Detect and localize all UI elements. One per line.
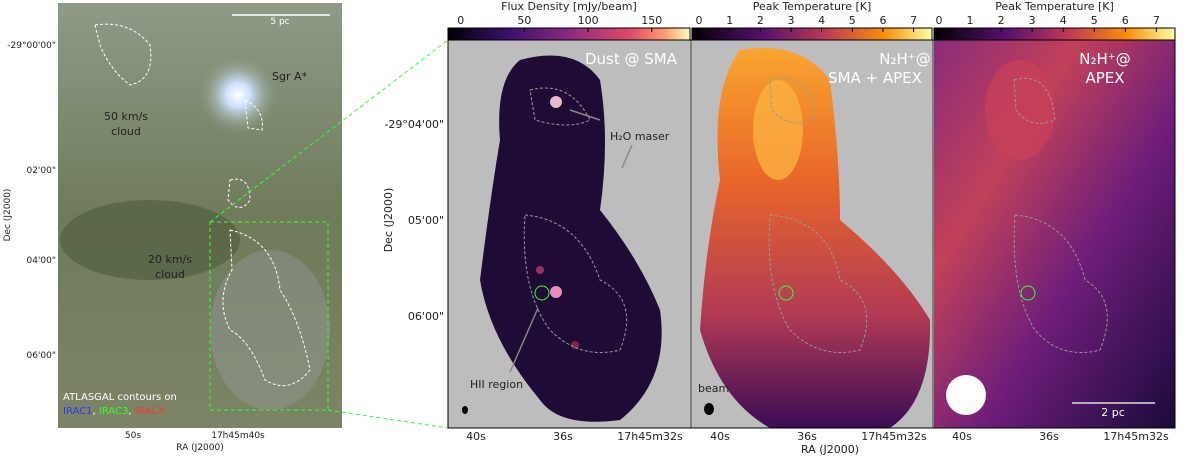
y-tick-label: 05'00" — [408, 214, 444, 227]
x-tick-label: 17h45m32s — [617, 430, 683, 443]
x-tick-label: 36s — [553, 430, 573, 443]
colorbar-tick-label: 0 — [696, 14, 703, 27]
y-tick-label: -29°00'00" — [7, 41, 56, 51]
scale-bar: 2 pc — [1101, 406, 1125, 419]
colorbar — [447, 27, 691, 41]
legend: ATLASGAL contours on — [63, 392, 177, 403]
x-tick-label: 36s — [1039, 430, 1059, 443]
x-tick-label: 17h45m40s — [211, 431, 265, 441]
x-tick-label: 50s — [125, 431, 141, 441]
colorbar-tick-label: 150 — [641, 14, 662, 27]
colorbar-tick-label: 0 — [457, 14, 464, 27]
colorbar — [933, 27, 1176, 41]
colorbar-tick-label: 1 — [726, 14, 733, 27]
scale-bar: 5 pc — [270, 17, 289, 27]
colorbar-tick-label: 5 — [1091, 14, 1098, 27]
x-tick-label: 36s — [797, 430, 817, 443]
y-tick-label: 04'00" — [26, 256, 56, 266]
x-tick-label: 40s — [710, 430, 730, 443]
annotation: H₂O maser — [610, 130, 670, 143]
cloud-label: cloud — [111, 125, 141, 138]
x-tick-label: 40s — [952, 430, 972, 443]
y-tick-label: 06'00" — [26, 351, 56, 361]
panel-label: N₂H⁺@ — [879, 50, 930, 68]
panel-label: N₂H⁺@ — [1079, 50, 1130, 68]
x-label: RA (J2000) — [801, 443, 859, 456]
legend-bands: IRAC1, IRAC3, IRAC4 — [63, 406, 164, 417]
y-label: Dec (J2000) — [3, 189, 13, 242]
colorbar-tick-label: 100 — [578, 14, 599, 27]
colorbar-tick-label: 6 — [879, 14, 886, 27]
panel-label: APEX — [1085, 69, 1124, 87]
colorbar-title: Peak Temperature [K] — [753, 0, 872, 13]
x-tick-label: 40s — [466, 430, 486, 443]
cloud-label: cloud — [155, 268, 185, 281]
n2h-combined-map — [692, 40, 932, 428]
dust-map — [448, 40, 690, 428]
colorbar-tick-label: 3 — [788, 14, 795, 27]
panel-label: SMA + APEX — [828, 69, 922, 87]
x-tick-label: 17h45m32s — [1103, 430, 1169, 443]
colorbar-title: Flux Density [mJy/beam] — [501, 0, 637, 13]
y-tick-label: -29°04'00" — [384, 118, 444, 131]
colorbar — [691, 27, 933, 41]
y-tick-label: 02'00" — [26, 166, 56, 176]
colorbar-tick-label: 2 — [998, 14, 1005, 27]
colorbar-tick-label: 6 — [1122, 14, 1129, 27]
x-label: RA (J2000) — [176, 443, 224, 453]
y-tick-label: 06'00" — [408, 310, 444, 323]
beam-label: beam — [698, 382, 729, 395]
colorbar-tick-label: 0 — [935, 14, 942, 27]
colorbar-tick-label: 50 — [517, 14, 531, 27]
colorbar-tick-label: 7 — [910, 14, 917, 27]
colorbar-title: Peak Temperature [K] — [995, 0, 1114, 13]
colorbar-tick-label: 5 — [849, 14, 856, 27]
ir-image — [58, 3, 449, 429]
panel-label: Dust @ SMA — [585, 50, 678, 68]
cloud-label: 50 km/s — [104, 110, 148, 123]
x-tick-label: 17h45m32s — [861, 430, 927, 443]
cloud-label: 20 km/s — [148, 253, 192, 266]
colorbar-tick-label: 7 — [1153, 14, 1160, 27]
colorbar-tick-label: 4 — [818, 14, 825, 27]
annotation: HII region — [470, 378, 523, 391]
source-label: Sgr A* — [272, 70, 308, 83]
colorbar-tick-label: 1 — [967, 14, 974, 27]
colorbar-tick-label: 4 — [1060, 14, 1067, 27]
colorbar-tick-label: 3 — [1029, 14, 1036, 27]
colorbar-tick-label: 2 — [757, 14, 764, 27]
n2h-apex-map — [934, 40, 1175, 428]
y-label: Dec (J2000) — [382, 188, 395, 253]
